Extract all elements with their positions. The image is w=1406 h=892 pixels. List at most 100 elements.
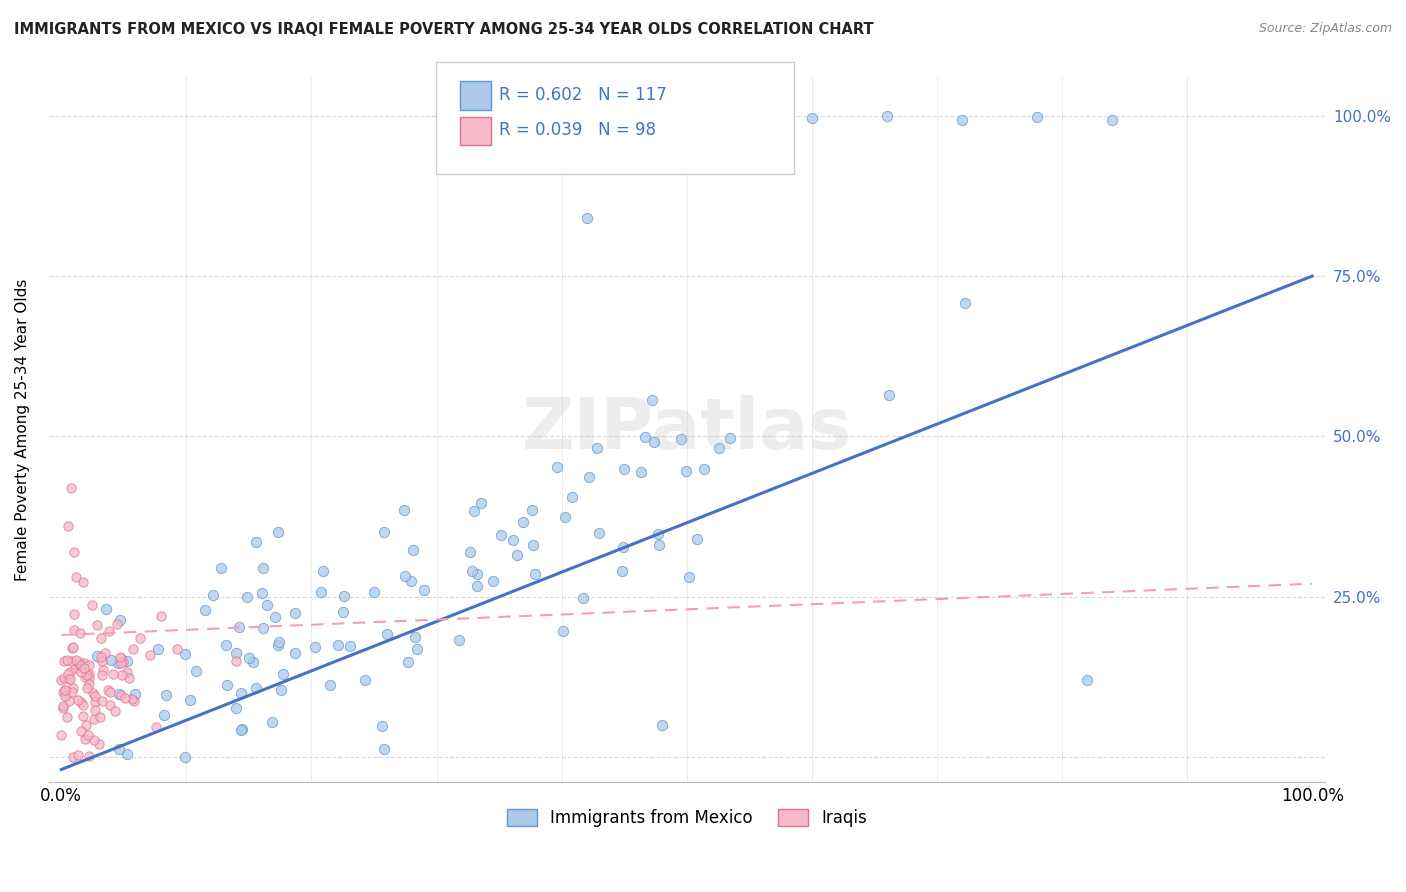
Point <box>229 723 252 737</box>
Point <box>67 657 90 672</box>
Point <box>242 655 264 669</box>
Point <box>110 668 132 682</box>
Point <box>84 690 107 704</box>
Point <box>83 732 105 747</box>
Point <box>115 665 138 680</box>
Point <box>98 685 121 699</box>
Point <box>75 670 97 684</box>
Point <box>122 641 145 656</box>
Point <box>101 667 124 681</box>
Point <box>60 481 83 495</box>
Point <box>465 567 488 582</box>
Point <box>145 720 167 734</box>
Point <box>506 548 529 562</box>
Point <box>215 638 238 652</box>
Point <box>63 607 86 622</box>
Point <box>377 627 399 641</box>
Point <box>51 728 73 742</box>
Point <box>76 668 98 682</box>
Point <box>482 574 505 589</box>
Point <box>264 610 287 624</box>
Point <box>460 545 482 559</box>
Point <box>319 678 342 692</box>
Point <box>97 682 120 697</box>
Point <box>87 737 110 751</box>
Point <box>876 109 898 123</box>
Point <box>115 655 138 669</box>
Point <box>267 639 290 653</box>
Point <box>252 585 274 599</box>
Point <box>56 519 79 533</box>
Point <box>502 533 524 547</box>
Point <box>52 654 75 668</box>
Point <box>62 623 84 637</box>
Point <box>52 701 75 715</box>
Point <box>108 613 131 627</box>
Point <box>79 667 101 681</box>
Point <box>399 574 422 588</box>
Point <box>309 585 332 599</box>
Point <box>75 717 97 731</box>
Point <box>406 641 429 656</box>
Point <box>586 441 609 455</box>
Point <box>121 692 143 706</box>
Point <box>217 678 239 692</box>
Point <box>328 638 350 652</box>
Point <box>640 392 662 407</box>
Point <box>225 654 247 668</box>
Point <box>91 664 114 678</box>
Point <box>84 695 107 709</box>
Point <box>270 682 292 697</box>
Point <box>463 504 485 518</box>
Point <box>94 647 117 661</box>
Point <box>651 717 673 731</box>
Point <box>572 591 595 605</box>
Point <box>363 585 385 599</box>
Y-axis label: Female Poverty Among 25-34 Year Olds: Female Poverty Among 25-34 Year Olds <box>15 278 30 581</box>
Point <box>82 599 104 613</box>
Point <box>267 525 290 540</box>
Point <box>77 677 100 691</box>
Point <box>110 650 132 665</box>
Point <box>245 681 267 696</box>
Point <box>90 654 112 668</box>
Point <box>489 528 512 542</box>
Point <box>166 641 188 656</box>
Point <box>62 640 84 655</box>
Point <box>115 747 138 761</box>
Point <box>613 462 636 476</box>
Point <box>304 640 326 654</box>
Point <box>56 666 79 681</box>
Point <box>575 211 598 226</box>
Point <box>51 673 73 687</box>
Point <box>578 470 600 484</box>
Text: Source: ZipAtlas.com: Source: ZipAtlas.com <box>1258 22 1392 36</box>
Point <box>146 642 169 657</box>
Point <box>273 666 295 681</box>
Point <box>633 429 655 443</box>
Point <box>332 605 354 619</box>
Point <box>56 653 79 667</box>
Point <box>252 560 274 574</box>
Point <box>69 665 91 679</box>
Point <box>58 673 80 687</box>
Text: IMMIGRANTS FROM MEXICO VS IRAQI FEMALE POVERTY AMONG 25-34 YEAR OLDS CORRELATION: IMMIGRANTS FROM MEXICO VS IRAQI FEMALE P… <box>14 22 873 37</box>
Point <box>612 540 634 554</box>
Point <box>800 111 823 125</box>
Point <box>129 631 152 645</box>
Point <box>82 685 104 699</box>
Point <box>269 635 291 649</box>
Point <box>671 432 693 446</box>
Point <box>56 710 79 724</box>
Point <box>65 653 87 667</box>
Point <box>686 533 709 547</box>
Point <box>333 589 356 603</box>
Point <box>1076 673 1098 687</box>
Point <box>707 441 730 455</box>
Point <box>75 731 97 746</box>
Text: R = 0.602   N = 117: R = 0.602 N = 117 <box>499 86 666 103</box>
Point <box>62 681 84 695</box>
Point <box>66 692 89 706</box>
Point <box>546 459 568 474</box>
Point <box>70 695 93 709</box>
